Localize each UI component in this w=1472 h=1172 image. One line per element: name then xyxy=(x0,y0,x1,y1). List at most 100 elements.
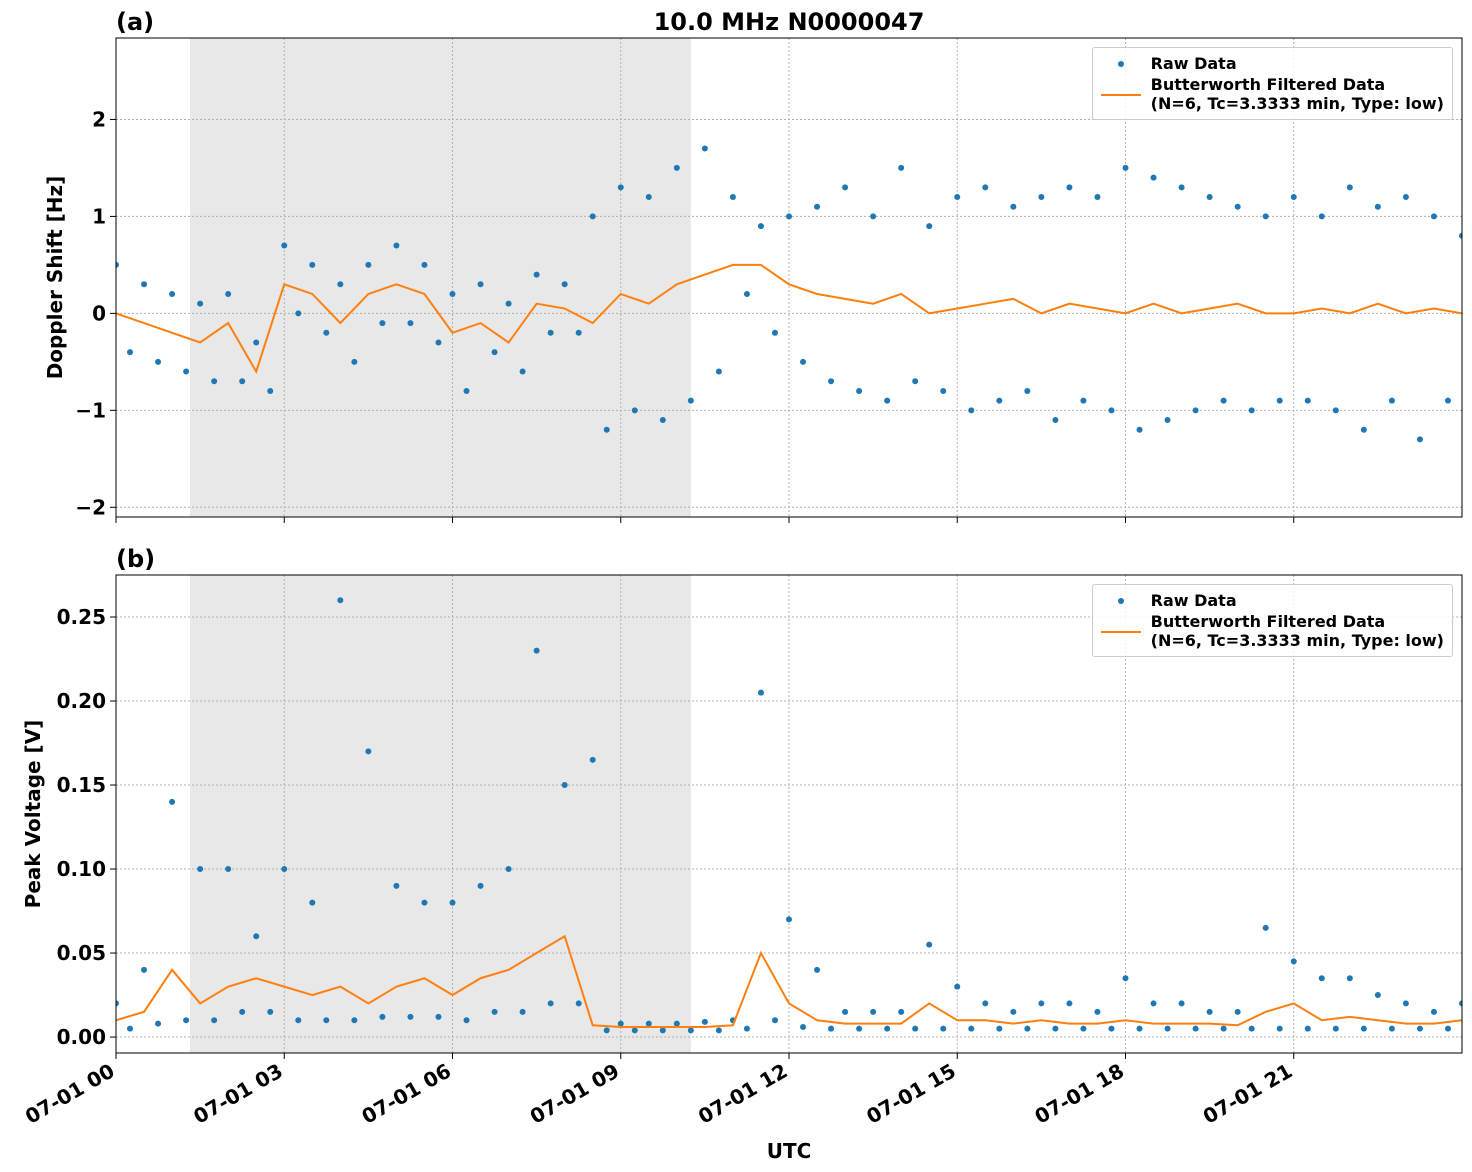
x-tick-label: 07-01 00 xyxy=(21,1059,119,1129)
x-tick-label: 07-01 18 xyxy=(1030,1059,1128,1129)
raw-point xyxy=(1444,397,1451,404)
raw-point xyxy=(1459,232,1462,239)
raw-point xyxy=(519,368,526,375)
raw-point xyxy=(505,300,512,307)
raw-point xyxy=(1360,426,1367,433)
x-tick-label: 07-01 12 xyxy=(694,1059,792,1129)
raw-point xyxy=(1080,1025,1087,1032)
raw-point xyxy=(870,213,877,220)
raw-point xyxy=(519,1008,526,1015)
filtered-line xyxy=(116,263,1462,375)
y-tick-label: 0.25 xyxy=(57,605,106,629)
raw-point xyxy=(141,966,148,973)
raw-point xyxy=(183,1017,190,1024)
raw-point xyxy=(1318,975,1325,982)
raw-point xyxy=(743,1025,750,1032)
raw-point xyxy=(1374,203,1381,210)
raw-point xyxy=(926,941,933,948)
raw-point xyxy=(996,1025,1003,1032)
legend-entry: Butterworth Filtered Data (N=6, Tc=3.333… xyxy=(1100,612,1444,650)
raw-point xyxy=(1234,203,1241,210)
raw-point xyxy=(1052,1025,1059,1032)
x-tick-label: 07-01 06 xyxy=(357,1059,455,1129)
raw-point xyxy=(365,261,372,268)
raw-point xyxy=(281,242,288,249)
raw-point xyxy=(1010,1008,1017,1015)
raw-point xyxy=(617,1020,624,1027)
raw-point xyxy=(757,223,764,230)
raw-point xyxy=(1248,407,1255,414)
raw-point xyxy=(1430,1008,1437,1015)
night-shade xyxy=(190,38,691,517)
raw-point xyxy=(701,1018,708,1025)
y-tick-label: −1 xyxy=(75,398,106,422)
raw-point xyxy=(239,378,246,385)
plot-area xyxy=(116,597,1462,1034)
raw-point xyxy=(155,358,162,365)
raw-point xyxy=(828,378,835,385)
raw-point xyxy=(715,1027,722,1034)
raw-point xyxy=(814,203,821,210)
raw-point xyxy=(954,194,961,201)
raw-point xyxy=(771,1017,778,1024)
y-tick-label: 0.10 xyxy=(57,857,106,881)
raw-point xyxy=(365,748,372,755)
raw-point xyxy=(1080,397,1087,404)
y-tick-label: 2 xyxy=(92,107,106,131)
raw-point xyxy=(309,261,316,268)
raw-point xyxy=(309,899,316,906)
y-tick-label: 1 xyxy=(92,204,106,228)
raw-point xyxy=(295,310,302,317)
raw-point xyxy=(463,387,470,394)
raw-point xyxy=(491,1008,498,1015)
plot-area xyxy=(116,145,1462,443)
legend-key xyxy=(1100,75,1141,96)
raw-point xyxy=(575,1000,582,1007)
raw-point xyxy=(183,368,190,375)
raw-point xyxy=(898,1008,905,1015)
raw-point xyxy=(1178,184,1185,191)
raw-point xyxy=(982,184,989,191)
raw-point xyxy=(197,300,204,307)
legend-dot xyxy=(1117,598,1124,604)
raw-point xyxy=(1150,1000,1157,1007)
raw-point xyxy=(1374,992,1381,999)
raw-point xyxy=(1206,194,1213,201)
raw-point xyxy=(954,983,961,990)
legend: Raw Data Butterworth Filtered Data (N=6, … xyxy=(1091,47,1453,120)
raw-point xyxy=(786,213,792,220)
raw-point xyxy=(116,261,119,268)
y-axis-label: Doppler Shift [Hz] xyxy=(43,176,67,380)
raw-point xyxy=(1430,213,1437,220)
raw-point xyxy=(225,290,232,297)
raw-point xyxy=(239,1008,246,1015)
raw-point xyxy=(1444,1025,1451,1032)
raw-point xyxy=(477,882,484,889)
raw-point xyxy=(631,407,638,414)
x-axis-label: UTC xyxy=(767,1139,812,1163)
filtered-line xyxy=(116,934,1462,1028)
raw-point xyxy=(673,1020,680,1027)
raw-point xyxy=(1192,1025,1199,1032)
raw-point xyxy=(421,899,428,906)
raw-point xyxy=(842,1008,849,1015)
raw-point xyxy=(1402,194,1409,201)
axes-frame xyxy=(115,574,1463,1054)
raw-point xyxy=(169,798,176,805)
raw-point xyxy=(856,387,863,394)
raw-point xyxy=(1010,203,1017,210)
legend-line xyxy=(1100,94,1141,96)
raw-point xyxy=(729,194,736,201)
raw-point xyxy=(1276,1025,1283,1032)
raw-point xyxy=(1192,407,1199,414)
raw-point xyxy=(407,320,414,327)
raw-point xyxy=(435,339,442,346)
raw-point xyxy=(687,397,694,404)
raw-point xyxy=(771,329,778,336)
y-tick-label: −2 xyxy=(75,495,106,519)
raw-point xyxy=(996,397,1003,404)
x-tick-label: 07-01 09 xyxy=(526,1059,624,1129)
raw-point xyxy=(561,782,568,789)
raw-point xyxy=(575,329,582,336)
raw-point xyxy=(1318,213,1325,220)
